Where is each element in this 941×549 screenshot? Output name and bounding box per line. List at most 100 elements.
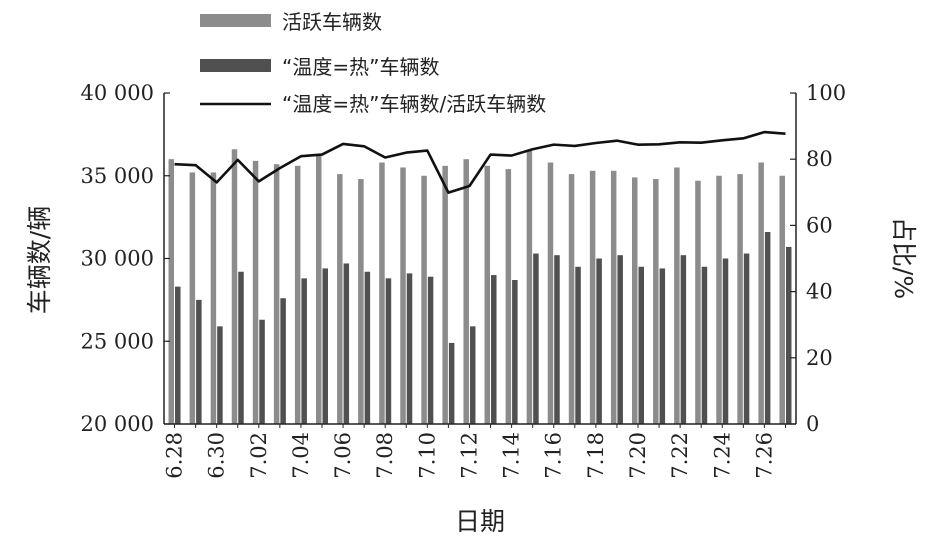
bar-active — [210, 172, 217, 424]
bar-hot — [280, 298, 286, 424]
x-tick-label: 7.02 — [247, 432, 271, 479]
bar-hot — [743, 253, 750, 424]
bar-active — [632, 177, 638, 424]
bar-hot — [722, 258, 729, 424]
bar-hot — [406, 273, 413, 424]
bar-hot — [238, 271, 244, 424]
bar-hot — [196, 299, 202, 425]
x-tick-label: 7.08 — [373, 432, 397, 479]
x-tick-label: 7.18 — [584, 432, 608, 479]
bar-hot — [512, 280, 518, 424]
bar-hot — [701, 266, 708, 424]
legend-label-hot: “温度=热”车辆数 — [282, 55, 439, 79]
y-right-tick-label: 100 — [806, 81, 846, 105]
y-right-axis-title: 占比/% — [889, 217, 918, 299]
bar-active — [674, 167, 680, 424]
bar-hot — [596, 258, 602, 424]
x-tick-label: 7.16 — [542, 432, 566, 479]
y-right-tick-label: 40 — [806, 280, 833, 304]
x-tick-label: 7.10 — [415, 432, 439, 479]
y-left-axis-title: 车辆数/辆 — [25, 206, 54, 314]
legend: 活跃车辆数 “温度=热”车辆数 “温度=热”车辆数/活跃车辆数 — [200, 10, 546, 116]
bar-hot — [533, 253, 539, 424]
bar-hot — [175, 286, 181, 424]
bar-hot — [217, 326, 223, 424]
bar-active — [358, 179, 364, 424]
ratio-line-series — [174, 130, 786, 194]
y-left-tick-label: 35 000 — [81, 164, 154, 188]
y-left-tick-label: 30 000 — [81, 247, 154, 271]
bar-hot — [554, 255, 560, 424]
bar-hot — [364, 271, 371, 424]
bar-active — [252, 160, 259, 424]
y-right-tick-label: 60 — [806, 213, 833, 237]
y-left-tick-label: 40 000 — [81, 81, 154, 105]
bar-active — [189, 172, 196, 424]
active-vehicles-bars — [168, 149, 785, 424]
legend-swatch-active — [200, 14, 271, 27]
bar-active — [779, 175, 785, 424]
x-tick-label: 7.26 — [752, 432, 776, 479]
bar-hot — [385, 278, 392, 424]
bar-active — [568, 174, 575, 424]
bar-hot — [575, 266, 581, 424]
bar-active — [421, 175, 427, 424]
bar-active — [379, 162, 385, 424]
bar-hot — [448, 342, 455, 424]
bar-active — [695, 180, 701, 424]
x-tick-label: 7.22 — [668, 432, 692, 479]
bar-hot — [617, 255, 623, 424]
bar-active — [610, 170, 617, 424]
left-axis-ticks: 40 000 35 000 30 000 25 000 20 000 — [81, 81, 170, 436]
legend-label-active: 活跃车辆数 — [282, 10, 382, 34]
ratio-line — [174, 130, 786, 194]
x-axis-ticks: 6.28 6.30 7.02 7.04 7.06 7.08 7.10 7.12 7.14 7.16… — [163, 424, 786, 479]
bar-active — [484, 165, 491, 424]
bar-hot — [343, 263, 350, 424]
right-axis-ticks: 100 80 60 40 20 0 — [790, 81, 846, 436]
bar-hot — [764, 232, 771, 424]
bar-hot — [427, 276, 434, 424]
bar-hot — [491, 275, 497, 424]
bar-active — [526, 150, 533, 424]
bar-active — [463, 159, 469, 424]
y-right-tick-label: 0 — [806, 412, 819, 436]
x-tick-label: 7.24 — [710, 432, 734, 479]
x-tick-label: 7.12 — [457, 432, 481, 479]
hot-vehicles-bars — [175, 232, 792, 425]
bar-active — [758, 162, 764, 424]
legend-swatch-hot — [200, 59, 271, 72]
bar-active — [337, 174, 343, 424]
bar-hot — [638, 266, 644, 424]
bar-active — [716, 175, 722, 424]
y-right-tick-label: 80 — [806, 147, 833, 171]
x-tick-label: 7.20 — [626, 432, 650, 479]
bar-hot — [785, 246, 792, 424]
y-right-tick-label: 20 — [806, 346, 833, 370]
bar-active — [653, 179, 659, 424]
bar-active — [168, 159, 175, 424]
bar-active — [231, 149, 238, 424]
bar-active — [589, 170, 596, 424]
x-tick-label: 7.06 — [331, 432, 355, 479]
legend-label-ratio: “温度=热”车辆数/活跃车辆数 — [282, 92, 546, 116]
bar-active — [442, 165, 448, 424]
bar-active — [400, 167, 406, 424]
x-tick-label: 6.30 — [205, 432, 229, 479]
bar-hot — [301, 278, 307, 424]
x-tick-label: 7.04 — [289, 432, 313, 479]
bar-hot — [259, 319, 265, 424]
bar-hot — [469, 326, 476, 424]
y-left-tick-label: 20 000 — [81, 412, 154, 436]
bar-hot — [322, 268, 328, 424]
x-axis-title: 日期 — [455, 507, 505, 536]
bar-hot — [659, 268, 666, 424]
bar-active — [737, 174, 743, 424]
bar-hot — [680, 255, 687, 424]
x-tick-label: 7.14 — [500, 432, 524, 479]
bar-active — [505, 169, 512, 424]
bar-active — [316, 155, 322, 424]
x-tick-label: 6.28 — [163, 432, 187, 479]
y-left-tick-label: 25 000 — [81, 329, 154, 353]
